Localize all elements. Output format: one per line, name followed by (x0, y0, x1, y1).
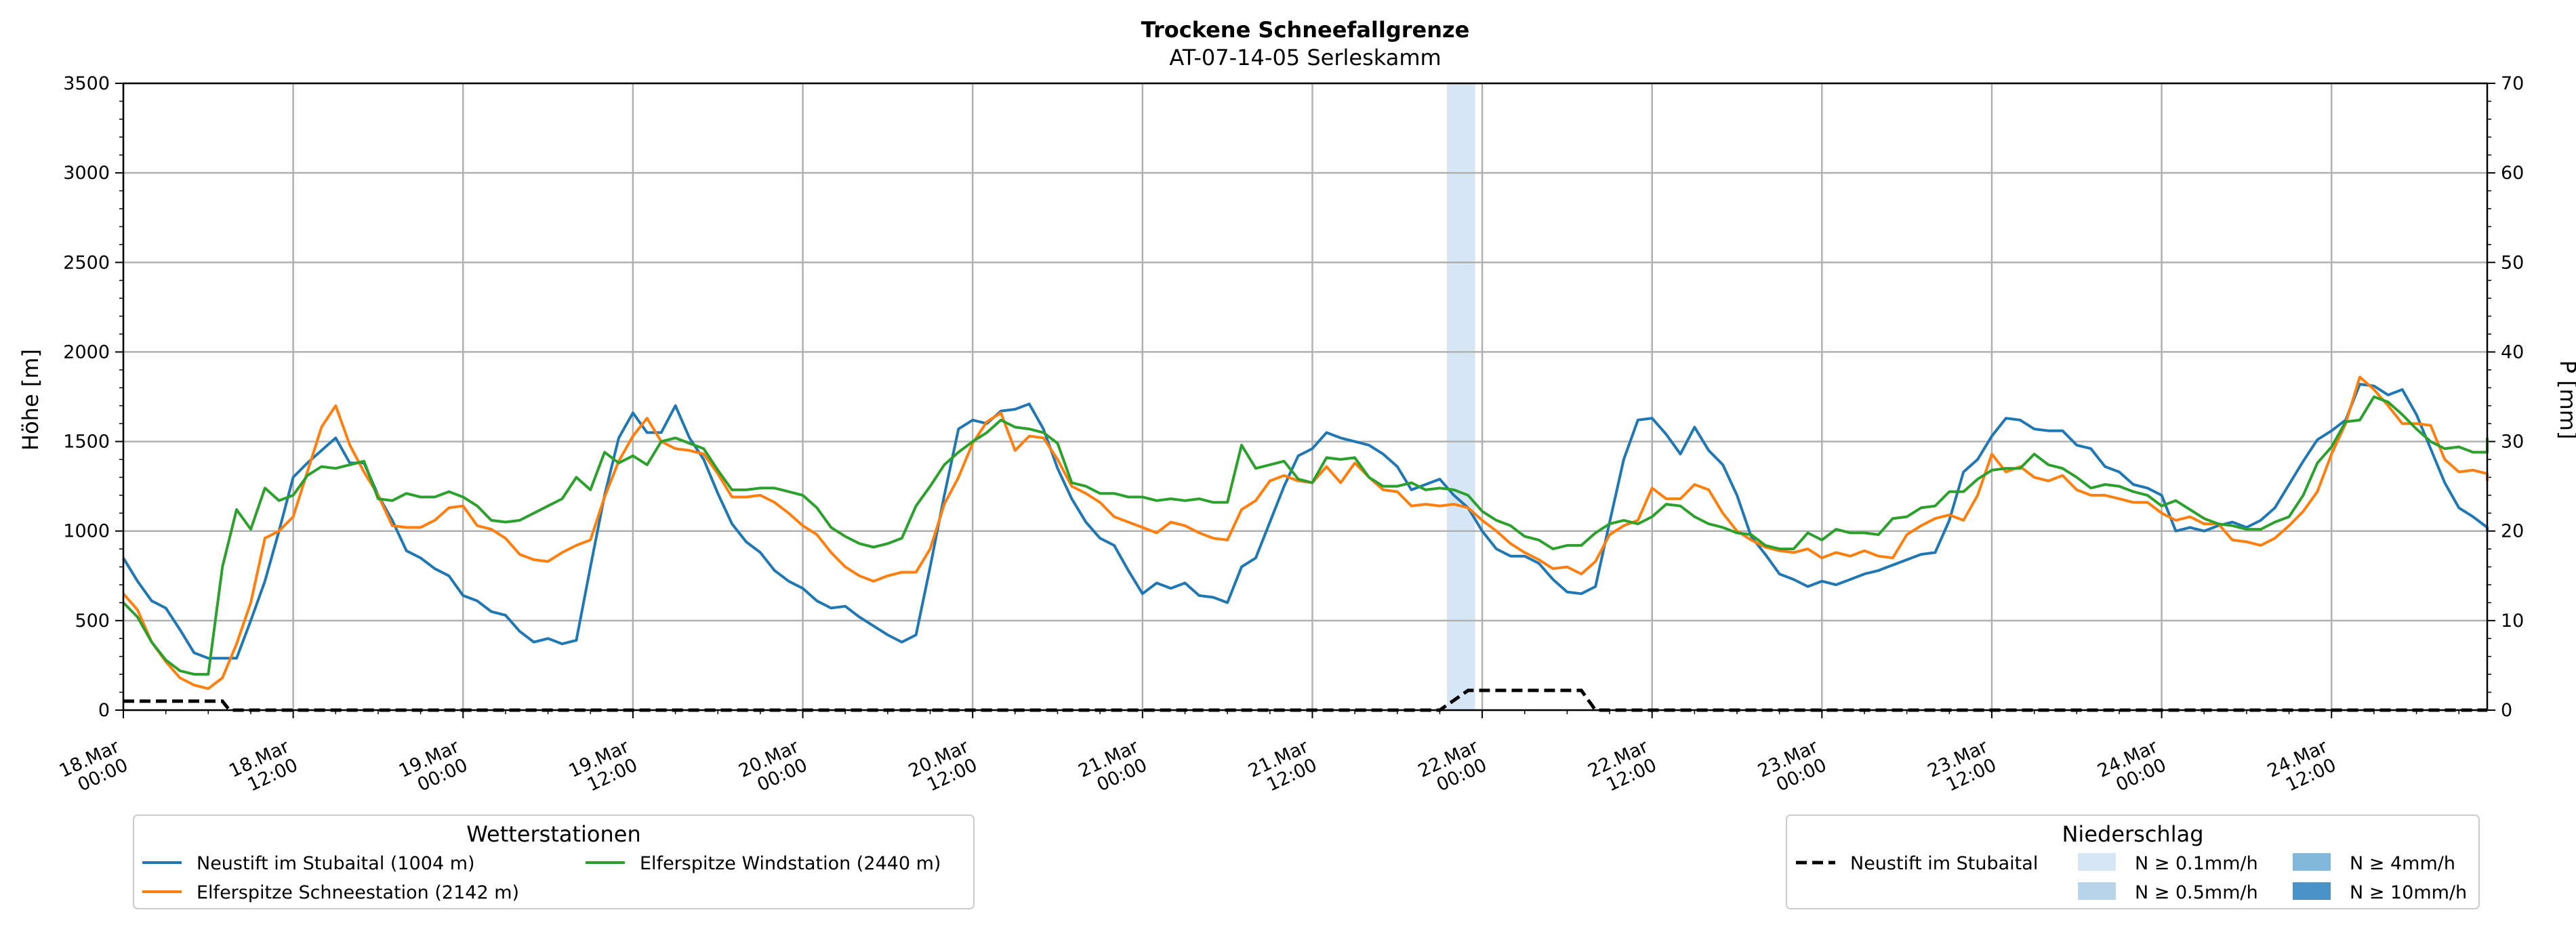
legend-label-neustift: Neustift im Stubaital (1004 m) (197, 853, 475, 874)
x-tick-label-12: 24.Mar00:00 (2094, 736, 2170, 800)
x-tick-label-11: 23.Mar12:00 (1925, 736, 2001, 800)
y-axis-label-right: P [mm] (2555, 360, 2576, 440)
y-tick-label-right-3: 30 (2501, 432, 2524, 453)
y-tick-label-left-3: 1500 (63, 432, 110, 453)
chart-subtitle: AT-07-14-05 Serleskamm (1169, 45, 1441, 70)
y-tick-label-right-5: 50 (2501, 252, 2524, 273)
x-tick-label-3: 19.Mar12:00 (566, 736, 642, 800)
precip-legend: Niederschlag Neustift im Stubaital N ≥ 0… (1786, 814, 2480, 909)
x-tick-label-0: 18.Mar00:00 (56, 736, 132, 800)
x-tick-label-5: 20.Mar12:00 (905, 736, 981, 800)
y-tick-label-right-0: 0 (2501, 700, 2512, 721)
legend-label-elfer-schnee: Elferspitze Schneestation (2142 m) (197, 882, 519, 903)
series-line-2 (122, 395, 2489, 676)
legend-label-level-2: N ≥ 4mm/h (2350, 853, 2455, 874)
chart-title: Trockene Schneefallgrenze (1141, 17, 1470, 43)
y-tick-label-right-7: 70 (2501, 73, 2524, 94)
x-tick-label-13: 24.Mar12:00 (2264, 736, 2340, 800)
legend-swatch-level-3 (2293, 882, 2331, 900)
x-tick-label-6: 21.Mar00:00 (1076, 736, 1151, 800)
plot-area: 0 500 1000 1500 2000 2500 3000 3500 0 10 20 30 40 50 6… (56, 73, 2524, 800)
legend-swatch-level-1 (2078, 882, 2116, 900)
x-tick-label-4: 20.Mar00:00 (735, 736, 811, 800)
stations-legend-frame (133, 814, 975, 909)
legend-label-precip-line: Neustift im Stubaital (1850, 853, 2038, 874)
legend-label-level-1: N ≥ 0.5mm/h (2135, 882, 2258, 903)
y-tick-label-left-5: 2500 (63, 252, 110, 273)
y-tick-label-right-6: 60 (2501, 163, 2524, 184)
x-tick-label-10: 23.Mar00:00 (1755, 736, 1831, 800)
x-tick-label-9: 22.Mar12:00 (1585, 736, 1660, 800)
x-tick-label-1: 18.Mar12:00 (226, 736, 302, 800)
legend-label-level-3: N ≥ 10mm/h (2350, 882, 2467, 903)
precip-band-0 (1446, 83, 1475, 710)
precip-line (123, 688, 2487, 712)
y-tick-label-right-4: 40 (2501, 342, 2524, 363)
x-tick-label-7: 21.Mar12:00 (1245, 736, 1321, 800)
x-tick-label-8: 22.Mar00:00 (1415, 736, 1491, 800)
precip-legend-title: Niederschlag (2062, 821, 2203, 847)
stations-legend-title: Wetterstationen (466, 821, 640, 847)
series-line-0 (122, 383, 2489, 660)
plot-frame (122, 82, 2489, 711)
stations-legend: Wetterstationen Neustift im Stubaital (1… (133, 814, 975, 909)
y-tick-label-left-4: 2000 (63, 342, 110, 363)
y-tick-label-right-2: 20 (2501, 521, 2524, 542)
legend-swatch-level-2 (2293, 853, 2331, 871)
y-tick-label-left-0: 0 (98, 700, 110, 721)
y-tick-label-left-2: 1000 (63, 521, 110, 542)
y-tick-label-left-6: 3000 (63, 163, 110, 184)
y-tick-label-left-1: 500 (75, 611, 110, 632)
legend-label-level-0: N ≥ 0.1mm/h (2135, 853, 2258, 874)
y-axis-label-left: Höhe [m] (18, 349, 43, 451)
legend-label-elfer-wind: Elferspitze Windstation (2440 m) (640, 853, 941, 874)
legend-swatch-level-0 (2078, 853, 2116, 871)
x-tick-label-2: 19.Mar00:00 (396, 736, 472, 800)
y-tick-label-right-1: 10 (2501, 611, 2524, 632)
series-line-1 (122, 375, 2489, 690)
y-tick-label-left-7: 3500 (63, 73, 110, 94)
